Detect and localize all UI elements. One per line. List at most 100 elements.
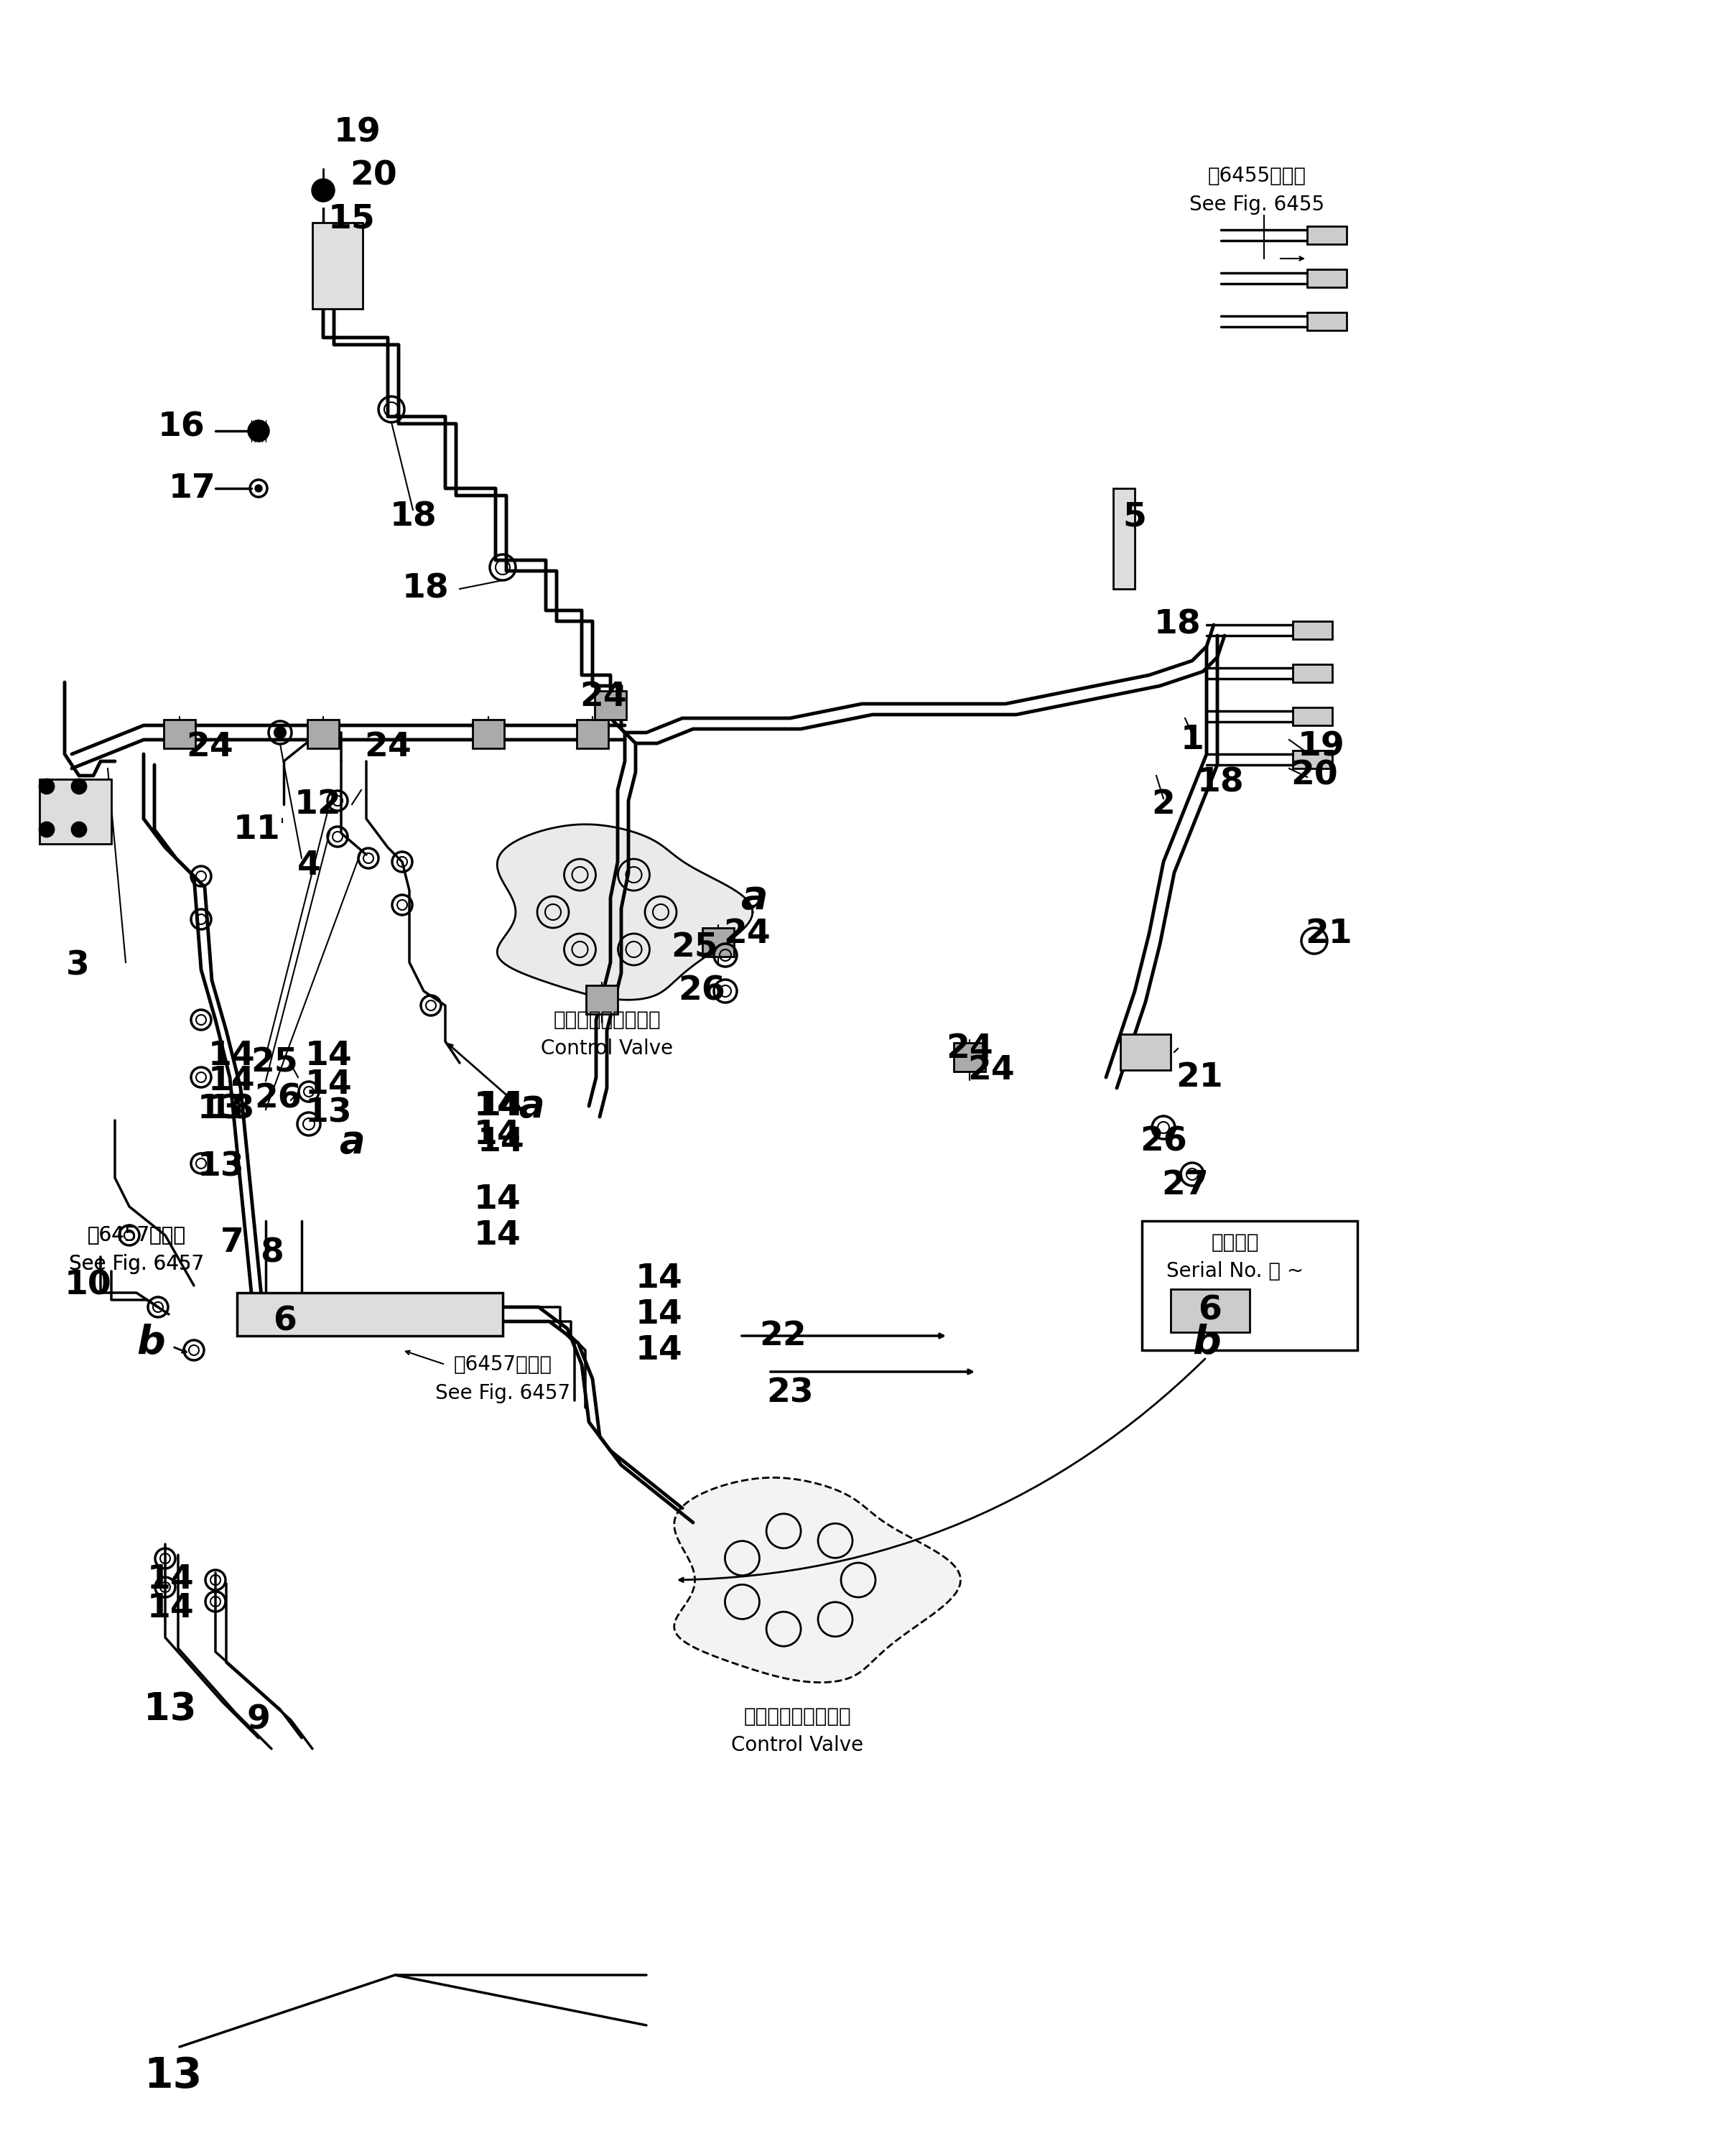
Bar: [577, 720, 608, 748]
Text: See Fig. 6455: See Fig. 6455: [1189, 194, 1324, 216]
Text: 8: 8: [260, 1238, 284, 1270]
Text: 27: 27: [1161, 1169, 1208, 1201]
Text: 14: 14: [477, 1125, 525, 1158]
Text: 21: 21: [1305, 918, 1352, 951]
Bar: [1293, 664, 1333, 681]
Text: a: a: [740, 877, 768, 916]
Bar: [1172, 1289, 1249, 1332]
Text: 10: 10: [64, 1270, 111, 1302]
Text: See Fig. 6457: See Fig. 6457: [69, 1255, 204, 1274]
Text: Serial No. ・ ~: Serial No. ・ ~: [1166, 1261, 1303, 1281]
Text: 26: 26: [1140, 1125, 1187, 1158]
Circle shape: [71, 821, 87, 837]
Text: 第6457図参照: 第6457図参照: [87, 1225, 185, 1246]
Text: b: b: [137, 1324, 165, 1363]
Text: 3: 3: [66, 951, 90, 983]
Bar: [953, 1044, 986, 1072]
Text: 16: 16: [158, 412, 204, 444]
Circle shape: [317, 185, 329, 196]
Text: 24: 24: [579, 681, 627, 714]
Text: 14: 14: [634, 1261, 683, 1294]
Text: 7: 7: [220, 1227, 244, 1259]
Bar: [312, 222, 362, 308]
Text: 4: 4: [296, 849, 321, 882]
Text: a: a: [518, 1087, 544, 1125]
Bar: [1120, 1035, 1172, 1069]
Text: 6: 6: [274, 1304, 296, 1337]
Text: 18: 18: [1154, 608, 1201, 640]
Text: 14: 14: [634, 1298, 683, 1330]
Text: 14: 14: [305, 1069, 352, 1100]
Bar: [163, 720, 196, 748]
Bar: [1307, 270, 1347, 287]
Text: 14: 14: [305, 1039, 352, 1072]
Text: 13: 13: [208, 1093, 255, 1125]
Text: 22: 22: [759, 1319, 806, 1352]
Text: 20: 20: [1291, 759, 1338, 791]
Text: 25: 25: [251, 1048, 298, 1078]
Text: 24: 24: [185, 731, 234, 763]
Text: 26: 26: [678, 975, 726, 1007]
Text: 24: 24: [967, 1054, 1016, 1087]
Text: 19: 19: [334, 116, 381, 149]
Text: See Fig. 6457: See Fig. 6457: [69, 1255, 204, 1274]
Bar: [1307, 226, 1347, 244]
Text: 第6455図参照: 第6455図参照: [1208, 166, 1307, 185]
Bar: [1307, 313, 1347, 330]
Text: 18: 18: [390, 500, 437, 533]
Text: 13: 13: [198, 1151, 244, 1184]
Text: 21: 21: [1175, 1061, 1223, 1093]
Text: b: b: [1192, 1324, 1220, 1363]
Text: 13: 13: [305, 1097, 352, 1130]
Text: 1: 1: [1180, 724, 1204, 757]
Text: コントロールバルブ: コントロールバルブ: [743, 1705, 851, 1727]
Circle shape: [40, 821, 54, 837]
Circle shape: [248, 420, 269, 442]
Text: 14: 14: [147, 1593, 194, 1626]
Text: 14: 14: [147, 1563, 194, 1595]
Text: 13: 13: [144, 2055, 203, 2096]
Bar: [586, 985, 617, 1013]
Text: 24: 24: [364, 731, 411, 763]
Circle shape: [71, 778, 87, 793]
Text: 14: 14: [473, 1089, 520, 1121]
Text: 第6457図参照: 第6457図参照: [454, 1354, 551, 1376]
Circle shape: [274, 727, 286, 737]
Bar: [307, 720, 340, 748]
Text: 13: 13: [144, 1690, 196, 1727]
Circle shape: [43, 826, 50, 832]
Bar: [1113, 489, 1135, 589]
Text: 5: 5: [1123, 500, 1147, 533]
Text: 2: 2: [1152, 789, 1175, 821]
Text: 6: 6: [1198, 1294, 1222, 1326]
Text: 14: 14: [634, 1335, 683, 1367]
Circle shape: [76, 826, 83, 832]
Text: 24: 24: [723, 918, 771, 951]
Bar: [1142, 1220, 1357, 1350]
Text: 24: 24: [946, 1033, 993, 1065]
Text: コントロールバルブ: コントロールバルブ: [553, 1009, 660, 1031]
Bar: [702, 927, 735, 957]
Text: 11: 11: [232, 813, 281, 845]
Text: 14: 14: [208, 1039, 255, 1072]
Text: 9: 9: [246, 1703, 270, 1736]
Text: Control Valve: Control Valve: [541, 1039, 672, 1059]
Bar: [473, 720, 504, 748]
Text: 14: 14: [208, 1065, 255, 1097]
Text: 14: 14: [473, 1119, 520, 1151]
Bar: [237, 1294, 503, 1337]
Bar: [1293, 621, 1333, 638]
Circle shape: [76, 783, 83, 789]
Text: 13: 13: [198, 1093, 244, 1125]
Text: 25: 25: [671, 931, 717, 964]
Circle shape: [40, 778, 54, 793]
Bar: [594, 690, 626, 720]
Bar: [1293, 750, 1333, 768]
Text: 23: 23: [766, 1378, 813, 1410]
Text: 14: 14: [477, 1089, 525, 1121]
Text: 14: 14: [473, 1218, 520, 1250]
Text: 12: 12: [295, 789, 341, 821]
Text: 18: 18: [402, 573, 449, 606]
Text: a: a: [340, 1123, 364, 1160]
Circle shape: [43, 783, 50, 789]
